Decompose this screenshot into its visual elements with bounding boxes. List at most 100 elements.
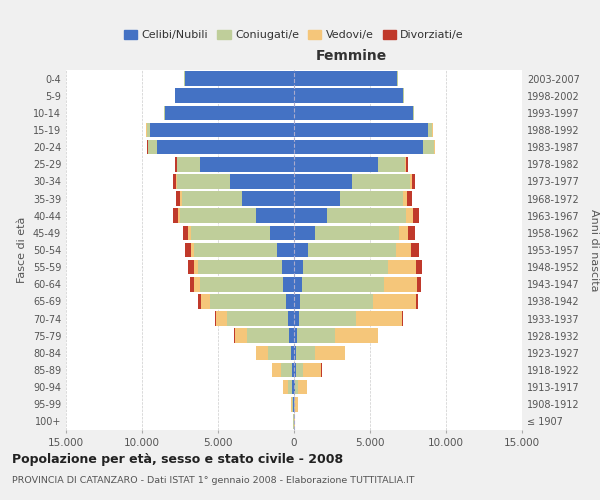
- Bar: [188, 260, 194, 274]
- Bar: [190, 277, 194, 291]
- Bar: [352, 174, 410, 188]
- Bar: [292, 397, 293, 411]
- Bar: [235, 328, 247, 343]
- Bar: [173, 174, 176, 188]
- Bar: [200, 157, 294, 172]
- Bar: [434, 140, 436, 154]
- Bar: [200, 277, 283, 291]
- Bar: [412, 174, 415, 188]
- Bar: [176, 174, 177, 188]
- Bar: [286, 294, 294, 308]
- Bar: [281, 362, 292, 378]
- Bar: [296, 346, 314, 360]
- Bar: [194, 242, 277, 258]
- Bar: [180, 208, 256, 223]
- Text: Popolazione per età, sesso e stato civile - 2008: Popolazione per età, sesso e stato civil…: [12, 452, 343, 466]
- Bar: [177, 174, 230, 188]
- Bar: [423, 140, 434, 154]
- Bar: [289, 328, 294, 343]
- Bar: [294, 242, 308, 258]
- Bar: [294, 208, 328, 223]
- Bar: [303, 362, 322, 378]
- Bar: [308, 242, 396, 258]
- Bar: [191, 226, 269, 240]
- Bar: [294, 88, 403, 103]
- Bar: [406, 208, 413, 223]
- Bar: [410, 174, 412, 188]
- Bar: [227, 312, 288, 326]
- Bar: [288, 380, 292, 394]
- Bar: [298, 380, 307, 394]
- Bar: [295, 397, 298, 411]
- Bar: [300, 294, 373, 308]
- Bar: [283, 277, 294, 291]
- Bar: [294, 106, 413, 120]
- Bar: [177, 157, 200, 172]
- Bar: [302, 277, 383, 291]
- Bar: [157, 140, 294, 154]
- Bar: [146, 122, 149, 138]
- Bar: [293, 397, 294, 411]
- Bar: [173, 208, 178, 223]
- Bar: [383, 277, 417, 291]
- Bar: [217, 312, 227, 326]
- Bar: [294, 362, 296, 378]
- Bar: [294, 157, 377, 172]
- Bar: [373, 294, 416, 308]
- Bar: [277, 242, 294, 258]
- Bar: [297, 328, 335, 343]
- Bar: [282, 260, 294, 274]
- Bar: [230, 174, 294, 188]
- Bar: [182, 192, 242, 206]
- Bar: [185, 242, 191, 258]
- Bar: [164, 106, 165, 120]
- Bar: [328, 208, 406, 223]
- Bar: [178, 208, 180, 223]
- Bar: [165, 106, 294, 120]
- Bar: [296, 362, 303, 378]
- Bar: [291, 346, 294, 360]
- Bar: [335, 328, 377, 343]
- Bar: [315, 226, 399, 240]
- Bar: [294, 277, 302, 291]
- Bar: [294, 140, 423, 154]
- Bar: [175, 157, 176, 172]
- Bar: [256, 208, 294, 223]
- Bar: [181, 192, 182, 206]
- Bar: [340, 192, 403, 206]
- Bar: [209, 294, 286, 308]
- Bar: [406, 157, 408, 172]
- Bar: [407, 192, 412, 206]
- Bar: [200, 294, 209, 308]
- Bar: [269, 226, 294, 240]
- Bar: [396, 242, 411, 258]
- Bar: [294, 346, 296, 360]
- Bar: [188, 226, 191, 240]
- Bar: [417, 277, 421, 291]
- Bar: [294, 72, 397, 86]
- Bar: [185, 72, 294, 86]
- Bar: [303, 260, 388, 274]
- Bar: [314, 346, 345, 360]
- Bar: [292, 380, 294, 394]
- Bar: [272, 362, 281, 378]
- Bar: [294, 294, 300, 308]
- Bar: [294, 260, 303, 274]
- Bar: [408, 226, 415, 240]
- Bar: [291, 397, 292, 411]
- Y-axis label: Anni di nascita: Anni di nascita: [589, 209, 599, 291]
- Bar: [256, 346, 268, 360]
- Bar: [377, 328, 379, 343]
- Bar: [413, 208, 419, 223]
- Bar: [416, 294, 418, 308]
- Bar: [413, 106, 414, 120]
- Bar: [294, 380, 295, 394]
- Bar: [294, 192, 340, 206]
- Bar: [247, 328, 289, 343]
- Bar: [198, 260, 282, 274]
- Bar: [294, 312, 299, 326]
- Bar: [292, 362, 294, 378]
- Bar: [148, 140, 157, 154]
- Bar: [403, 192, 407, 206]
- Text: Femmine: Femmine: [316, 49, 386, 63]
